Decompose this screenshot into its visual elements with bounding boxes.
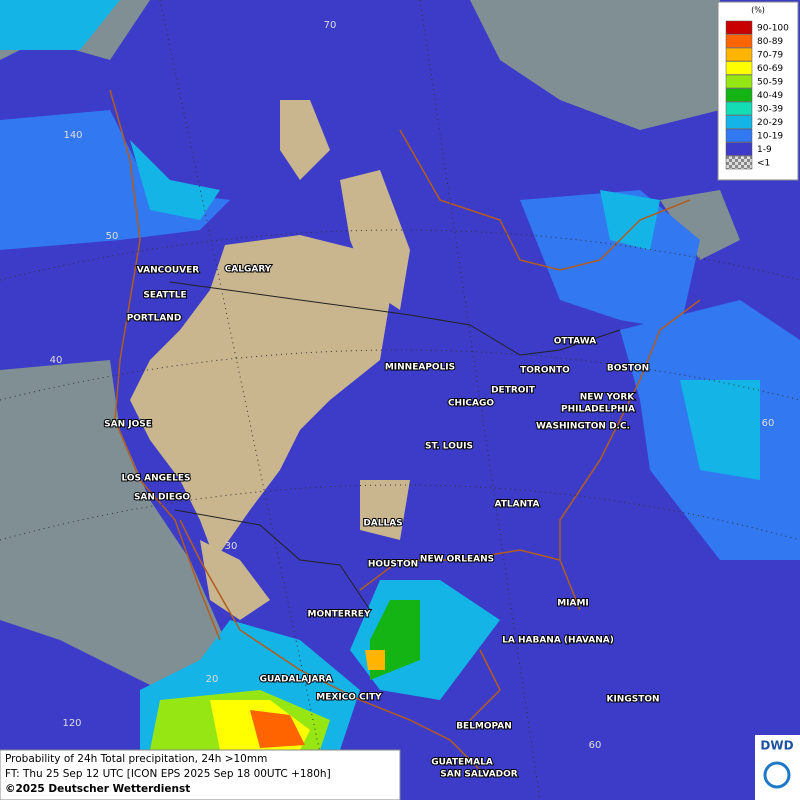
city-label: OTTAWA [554,337,597,347]
caption-line: Probability of 24h Total precipitation, … [5,753,267,765]
city-label: SAN JOSE [104,420,152,430]
city-label: SEATTLE [143,291,186,301]
city-label: LOS ANGELES [121,474,190,484]
city-label: VANCOUVER [137,266,200,276]
logo-box: DWD [755,735,800,800]
graticule-label: 20 [206,674,219,685]
city-label: BOSTON [607,364,649,374]
city-label: KINGSTON [606,695,659,705]
terrain [130,100,410,620]
graticule-label: 30 [225,541,238,552]
legend: (%) 90-100 80-89 70-79 60-69 50-59 40-49 30-39 2… [717,1,799,181]
legend-label: 40-49 [757,91,783,101]
city-label: CHICAGO [448,399,494,409]
legend-swatch [725,101,753,116]
logo-icon [763,761,791,789]
city-label: GUADALAJARA [260,675,333,685]
graticule-label: 60 [762,418,775,429]
legend-label: 60-69 [757,64,783,74]
borders [169,281,621,611]
legend-label: 1-9 [757,145,772,155]
legend-swatch [725,155,753,170]
legend-swatch [725,47,753,62]
legend-label: 50-59 [757,78,783,88]
city-label: WASHINGTON D.C. [536,422,630,432]
legend-label: 90-100 [757,24,789,34]
legend-label: <1 [757,159,770,169]
city-label: MEXICO CITY [316,693,382,703]
city-label: NEW ORLEANS [420,555,494,565]
city-label: GUATEMALA [431,758,493,768]
city-label: MONTERREY [308,610,371,620]
city-label: PHILADELPHIA [561,405,635,415]
higher-precip [0,0,800,750]
legend-label: 30-39 [757,105,783,115]
legend-swatch [725,61,753,75]
legend-swatch [725,34,753,48]
city-label: MIAMI [557,599,589,609]
city-label: BELMOPAN [456,722,512,732]
legend-label: 70-79 [757,51,783,61]
caption-line: ©2025 Deutscher Wetterdienst [5,783,190,795]
city-label: NEW YORK [580,393,636,403]
city-label: ATLANTA [494,500,539,510]
legend-swatch [725,88,753,102]
city-label: DALLAS [363,519,402,529]
graticule-label: 70 [324,20,337,31]
city-label: MINNEAPOLIS [385,363,455,373]
caption-line: FT: Thu 25 Sep 12 UTC [ICON EPS 2025 Sep… [5,768,331,780]
city-label: DETROIT [491,386,536,396]
legend-swatch [725,74,753,89]
caption-box: Probability of 24h Total precipitation, … [0,749,401,800]
city-label: SAN DIEGO [134,493,190,503]
legend-label: 10-19 [757,132,783,142]
legend-swatch [725,142,753,156]
legend-swatch [725,128,753,143]
graticule-label: 40 [50,355,63,366]
city-label: CALGARY [225,265,272,275]
graticule-label: 60 [589,740,602,751]
city-label: PORTLAND [127,314,182,324]
logo-text: DWD [760,739,793,753]
city-label: LA HABANA (HAVANA) [502,636,614,646]
city-label: TORONTO [520,366,570,376]
city-label: HOUSTON [368,560,418,570]
city-label: ST. LOUIS [425,442,473,452]
legend-label: 20-29 [757,118,783,128]
graticule-label: 120 [62,718,81,729]
legend-title: (%) [751,6,765,15]
legend-swatch [725,20,753,35]
city-label: SAN SALVADOR [440,770,517,780]
graticule-label: 140 [63,130,82,141]
legend-label: 80-89 [757,37,783,47]
graticule-label: 50 [106,231,119,242]
legend-swatch [725,115,753,129]
